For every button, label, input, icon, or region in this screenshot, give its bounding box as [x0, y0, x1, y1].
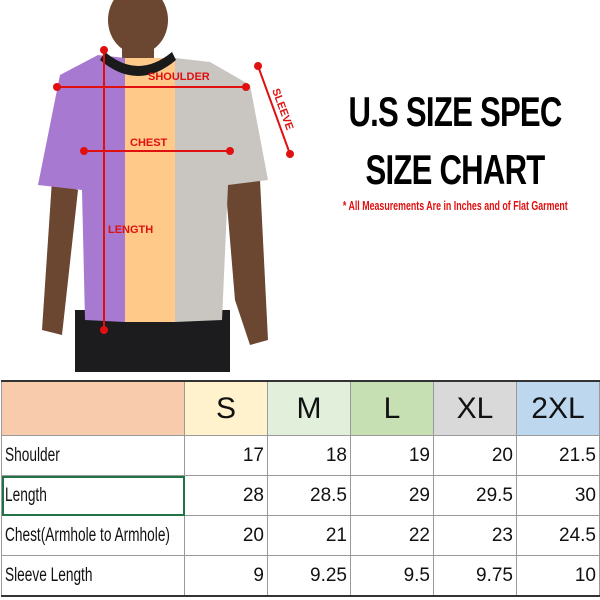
tshirt-model-photo: SHOULDER CHEST LENGTH SLEEVE	[0, 0, 320, 372]
row-label: Chest(Armhole to Armhole)	[5, 524, 170, 546]
cell: 9.25	[267, 555, 351, 597]
measurement-note: * All Measurements Are in Inches and of …	[342, 198, 568, 213]
title-line1-box: U.S SIZE SPEC	[310, 88, 600, 136]
chest-label: CHEST	[130, 137, 168, 149]
cell: 29	[350, 475, 434, 516]
cell: 30	[516, 475, 600, 516]
row-label: Sleeve Length	[5, 564, 93, 586]
size-chart-table: S M L XL 2XL Shoulder 17 18 19 20 21.5 L…	[1, 380, 600, 597]
table-row: Chest(Armhole to Armhole) 20 21 22 23 24…	[1, 515, 600, 556]
table-header-row: S M L XL 2XL	[1, 380, 600, 436]
row-label: Length	[5, 484, 47, 506]
header-size-s: S	[184, 380, 268, 436]
cell: 28	[184, 475, 268, 516]
row-label-cell: Shoulder	[1, 435, 185, 476]
header-blank-cell	[1, 380, 185, 436]
cell: 28.5	[267, 475, 351, 516]
row-label-cell: Sleeve Length	[1, 555, 185, 597]
cell: 21.5	[516, 435, 600, 476]
length-label: LENGTH	[108, 224, 153, 236]
cell: 20	[184, 515, 268, 556]
table-row: Sleeve Length 9 9.25 9.5 9.75 10	[1, 555, 600, 597]
cell: 21	[267, 515, 351, 556]
title-us-size-spec: U.S SIZE SPEC	[348, 88, 562, 135]
row-label-cell: Chest(Armhole to Armhole)	[1, 515, 185, 556]
row-label: Shoulder	[5, 444, 60, 466]
cell: 24.5	[516, 515, 600, 556]
header-size-xl: XL	[433, 380, 517, 436]
cell: 22	[350, 515, 434, 556]
header-size-m: M	[267, 380, 351, 436]
table-row: Length 28 28.5 29 29.5 30	[1, 475, 600, 516]
cell: 9.5	[350, 555, 434, 597]
header-size-l: L	[350, 380, 434, 436]
shoulder-label: SHOULDER	[148, 71, 210, 83]
cell: 19	[350, 435, 434, 476]
cell: 17	[184, 435, 268, 476]
cell: 9.75	[433, 555, 517, 597]
cell: 23	[433, 515, 517, 556]
cell: 9	[184, 555, 268, 597]
title-line2-box: SIZE CHART	[310, 146, 600, 194]
cell: 10	[516, 555, 600, 597]
note-box: * All Measurements Are in Inches and of …	[310, 198, 600, 214]
cell: 18	[267, 435, 351, 476]
cell: 29.5	[433, 475, 517, 516]
table-row: Shoulder 17 18 19 20 21.5	[1, 435, 600, 476]
cell: 20	[433, 435, 517, 476]
header-size-2xl: 2XL	[516, 380, 600, 436]
title-size-chart: SIZE CHART	[365, 146, 545, 193]
row-label-cell: Length	[1, 475, 185, 516]
